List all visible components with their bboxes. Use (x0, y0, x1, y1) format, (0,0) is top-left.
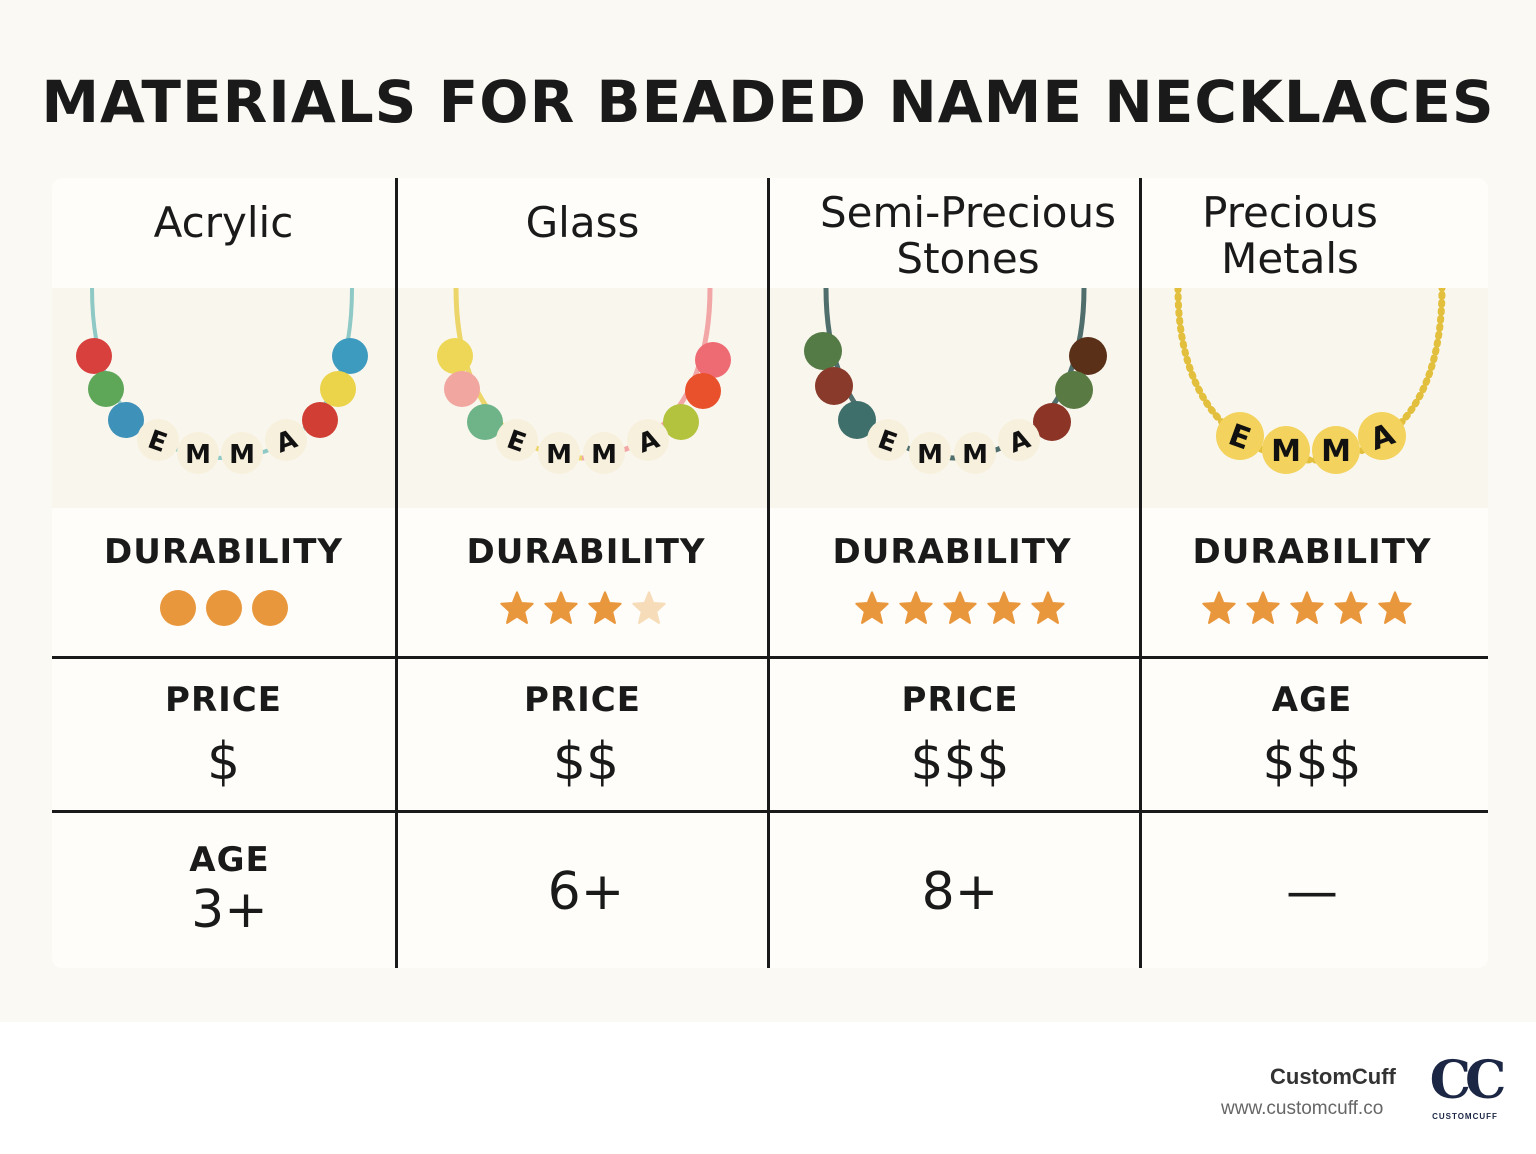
bead (695, 342, 731, 378)
star-filled-icon (943, 591, 977, 624)
star-filled-icon (987, 591, 1021, 624)
durability-rating-glass (398, 588, 767, 628)
durability-rating-precious-metals (1142, 588, 1472, 628)
price-value: $$ (552, 732, 620, 792)
bead (1055, 371, 1093, 409)
star-filled-icon (1246, 591, 1280, 624)
durability-rating-acrylic (52, 588, 395, 628)
bead (332, 338, 368, 374)
letter-beads: E M M A (137, 419, 307, 474)
star-filled-icon (543, 591, 578, 624)
letter-beads: E M M A (496, 419, 669, 474)
price-label: PRICE (165, 680, 282, 720)
letter-beads: E M M A (1216, 412, 1406, 474)
column-title-semi-precious-stones: Semi-Precious Stones (820, 188, 1116, 283)
glass-necklace-illustration: E M M A (437, 288, 731, 474)
star-filled-icon (1378, 591, 1412, 624)
bead-letter: M (591, 440, 617, 470)
star-filled-icon (899, 591, 933, 624)
bead (437, 338, 473, 374)
bead (685, 373, 721, 409)
star-filled-icon (587, 591, 622, 624)
bead-letter: M (1271, 434, 1301, 469)
bead (804, 332, 842, 370)
bead-letter: M (917, 440, 943, 470)
bead (467, 404, 503, 440)
star-empty-icon (631, 591, 666, 624)
bead-letter: M (229, 440, 255, 470)
bead (815, 367, 853, 405)
durability-label: DURABILITY (103, 532, 344, 572)
column-title-glass: Glass (525, 198, 640, 247)
bead (1069, 337, 1107, 375)
column-divider (395, 178, 398, 968)
star-filled-icon (1031, 591, 1065, 624)
star-filled-icon (1334, 591, 1368, 624)
row-divider (52, 656, 1488, 659)
price-value: $ (206, 732, 241, 792)
star-filled-icon (1202, 591, 1236, 624)
durability-dot (205, 590, 242, 626)
price-label: PRICE (901, 680, 1019, 720)
age-label: AGE (189, 840, 270, 880)
page-title: MATERIALS FOR BEADED NAME NECKLACES (41, 68, 1495, 136)
logo-sub: CUSTOMCUFF (1432, 1112, 1498, 1121)
star-filled-icon (499, 591, 534, 624)
bead (88, 371, 124, 407)
precious-metals-necklace-illustration: E M M A (1174, 288, 1446, 474)
durability-rating-semi-precious (770, 588, 1150, 628)
age-value: 8+ (921, 862, 999, 922)
letter-beads: E M M A (867, 419, 1040, 474)
durability-dot (251, 590, 288, 626)
bead (108, 402, 144, 438)
brand-logo: CC CUSTOMCUFF (1420, 1050, 1510, 1126)
price-value: $$$ (1262, 732, 1362, 792)
durability-label: DURABILITY (466, 532, 706, 572)
bead (663, 404, 699, 440)
column-title-precious-metals: Precious Metals (1202, 188, 1378, 283)
durability-label: DURABILITY (1192, 532, 1432, 572)
bead (302, 402, 338, 438)
bead (444, 371, 480, 407)
age-value: — (1286, 862, 1338, 922)
brand-name: CustomCuff (1270, 1064, 1396, 1089)
bead (1033, 403, 1071, 441)
star-filled-icon (1290, 591, 1324, 624)
age-value: 3+ (191, 880, 268, 940)
acrylic-necklace-illustration: E M M A (76, 288, 368, 474)
price-label: AGE (1271, 680, 1353, 720)
bead-letter: M (1321, 434, 1351, 469)
gold-chain (1174, 288, 1446, 464)
semi-precious-necklace-illustration: E M M A (804, 288, 1107, 474)
bead (76, 338, 112, 374)
bead (838, 401, 876, 439)
column-divider (767, 178, 770, 968)
column-title-acrylic: Acrylic (153, 198, 294, 247)
bead-letter: M (185, 440, 211, 470)
column-divider (1139, 178, 1142, 968)
bead-letter: M (546, 440, 572, 470)
row-divider (52, 810, 1488, 813)
durability-dot (159, 590, 196, 626)
logo-mark: CC (1429, 1050, 1507, 1111)
brand-url: www.customcuff.co (1221, 1098, 1384, 1119)
bead (320, 371, 356, 407)
bead-letter: M (962, 440, 988, 470)
durability-label: DURABILITY (832, 532, 1072, 572)
price-label: PRICE (524, 680, 641, 720)
star-filled-icon (855, 591, 889, 624)
price-value: $$$ (910, 732, 1010, 792)
age-value: 6+ (547, 862, 625, 922)
